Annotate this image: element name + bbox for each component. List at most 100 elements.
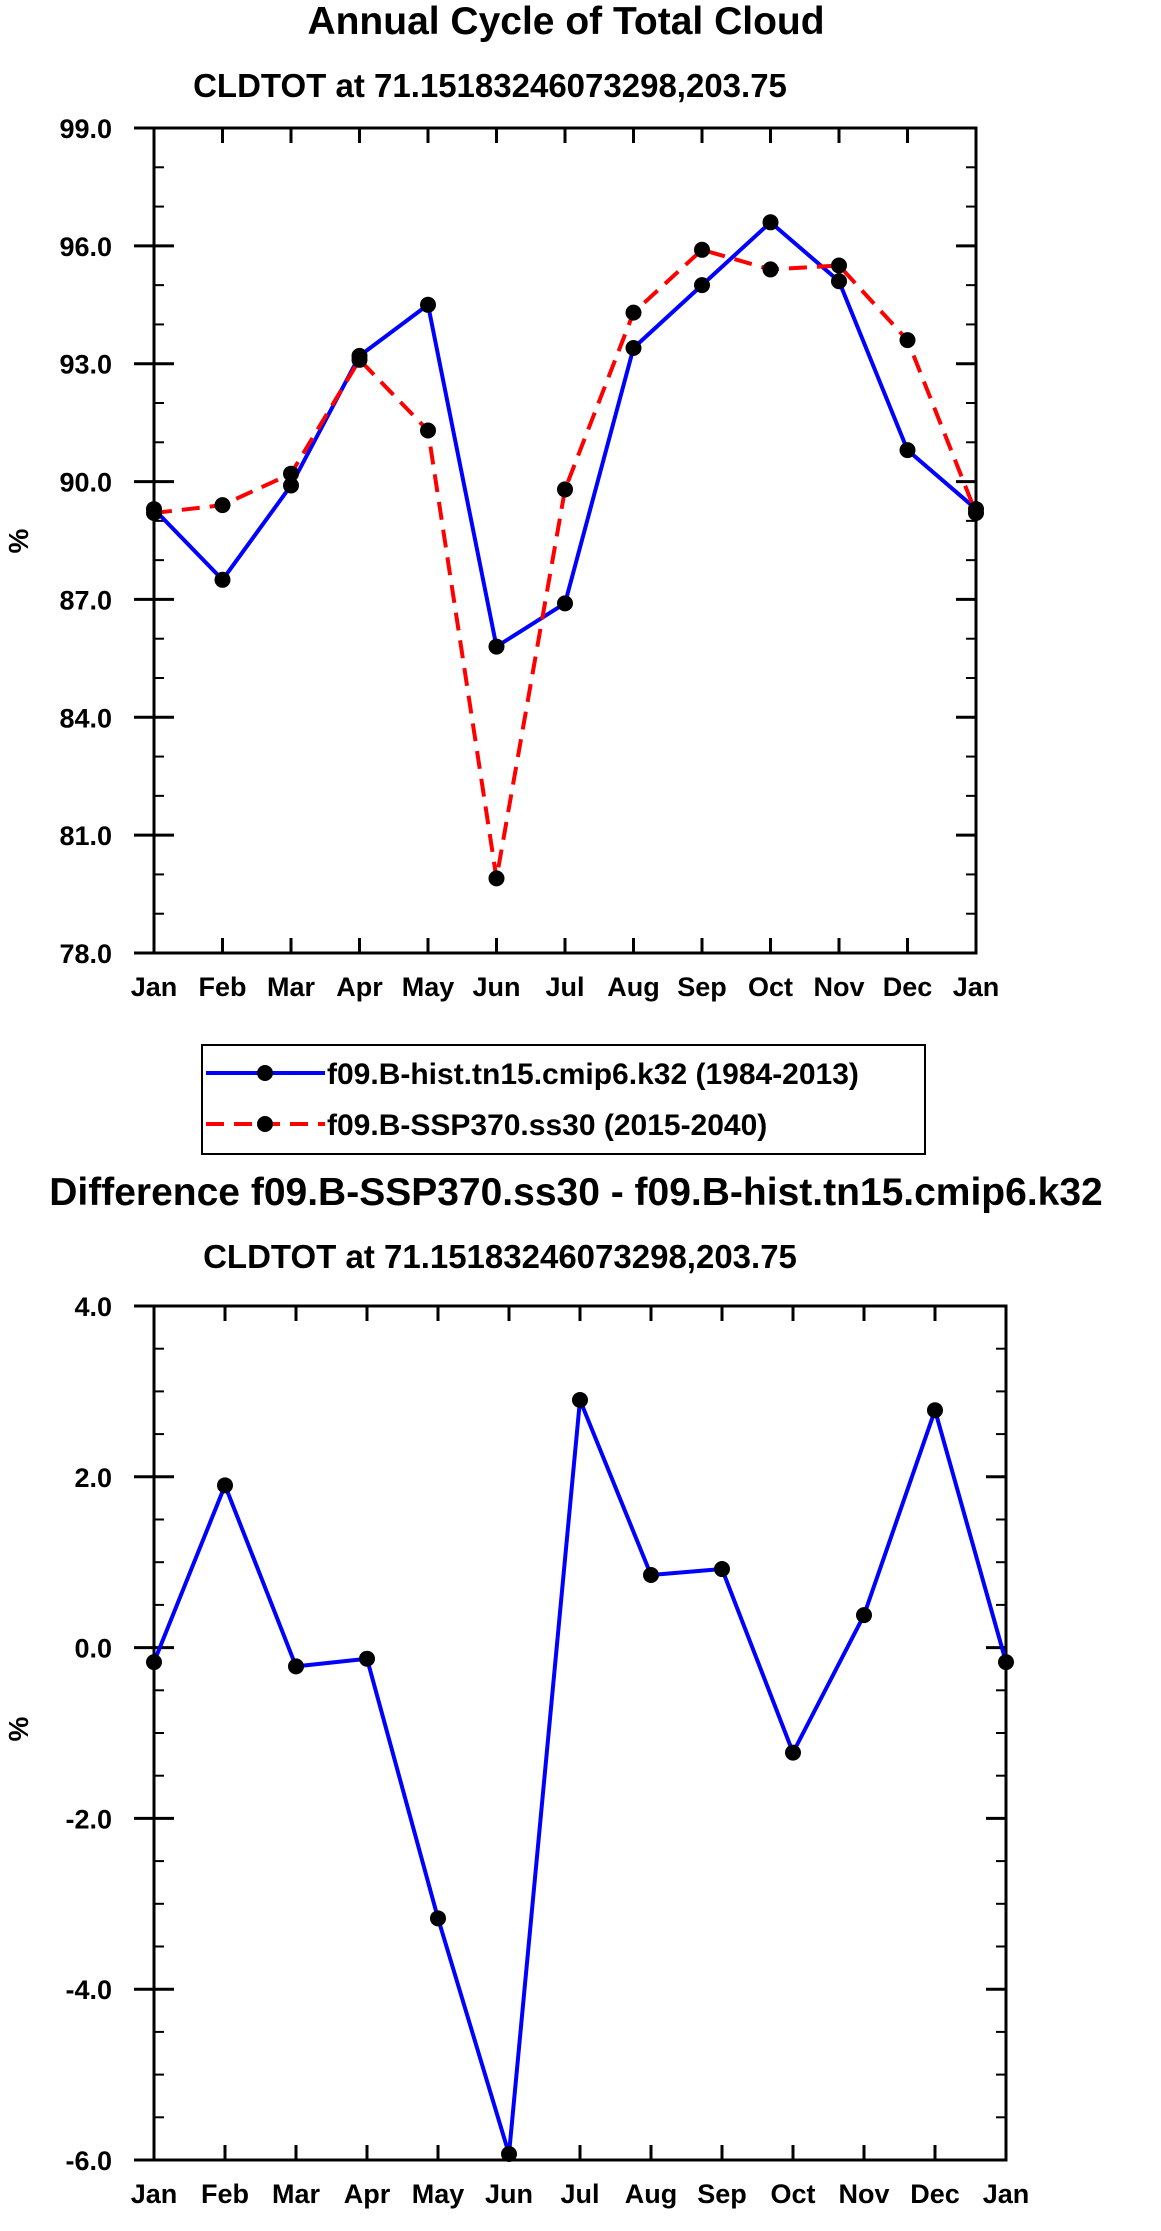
legend-label-hist: f09.B-hist.tn15.cmip6.k32 (1984-2013) [327,1058,859,1091]
data-point [351,351,368,368]
x-tick-label: Feb [198,972,246,1002]
series-line-0 [152,1397,1008,2157]
x-tick-label: Jan [983,2179,1030,2209]
chart-title: Annual Cycle of Total Cloud [307,0,824,43]
data-point [831,257,847,274]
axes: Jan Feb Mar Apr May Jun Jul Aug Sep Oct Nov Dec Jan-… [65,1292,1029,2209]
y-axis-label: % [3,528,34,553]
plot-frame [152,126,978,955]
data-point [217,1477,233,1494]
data-point [557,595,573,612]
x-tick-label: Apr [344,2179,391,2209]
y-tick-label: -2.0 [65,1804,112,1834]
x-tick-label: Oct [770,2179,815,2209]
y-tick-label: 87.0 [59,585,112,615]
annual-cycle-chart: Annual Cycle of Total Cloud CLDTOT at 71… [3,0,999,1155]
data-point [488,870,505,887]
x-tick-label: May [412,2179,465,2209]
chart-subtitle: CLDTOT at 71.15183246073298,203.75 [203,1238,797,1275]
x-tick-label: Apr [336,972,383,1002]
axes: Jan Feb Mar Apr May Jun Jul Aug Sep Oct Nov Dec Jan 7… [59,114,999,1002]
data-point [625,304,642,321]
data-point [625,340,642,356]
y-tick-label: 78.0 [59,939,112,969]
data-point [643,1567,659,1584]
data-point [927,1402,943,1419]
plot-frame [152,1304,1008,2162]
data-point [146,505,162,521]
x-tick-label: Jul [560,2179,599,2209]
x-tick-label: Jun [472,972,520,1002]
data-point [557,481,573,498]
x-tick-label: Feb [201,2179,249,2209]
x-tick-label: Jan [953,972,1000,1002]
data-point [501,2146,517,2163]
x-tick-label: Aug [625,2179,677,2209]
legend-label-ssp: f09.B-SSP370.ss30 (2015-2040) [327,1109,767,1142]
chart-title: Difference f09.B-SSP370.ss30 - f09.B-his… [49,1171,1102,1214]
y-tick-label: 93.0 [59,350,112,380]
data-point [785,1744,801,1761]
difference-chart: Difference f09.B-SSP370.ss30 - f09.B-his… [3,1171,1103,2209]
x-tick-label: Aug [607,972,659,1002]
y-tick-label: -4.0 [65,1975,112,2005]
legend-box [201,1044,926,1155]
legend: f09.B-hist.tn15.cmip6.k32 (1984-2013) f0… [201,1044,926,1155]
legend-swatch-marker-ssp [257,1116,273,1132]
data-point [572,1391,588,1408]
data-point [968,505,984,521]
y-tick-label: 96.0 [59,232,112,262]
data-point [762,261,779,278]
y-tick-label: 4.0 [74,1292,112,1322]
y-tick-label: 81.0 [59,821,112,851]
x-tick-label: Jan [131,972,178,1002]
x-tick-label: Oct [748,972,793,1002]
data-point [430,1910,446,1927]
x-tick-label: Mar [267,972,316,1002]
data-point [694,241,710,258]
data-point [214,497,231,514]
data-point [359,1650,375,1667]
data-point [831,273,847,290]
data-point [420,422,436,439]
data-point [214,571,231,588]
y-tick-label: 90.0 [59,468,112,498]
x-tick-label: Mar [272,2179,321,2209]
data-point [762,214,779,231]
x-tick-label: Sep [697,2179,747,2209]
data-point [694,277,710,294]
y-tick-label: 99.0 [59,114,112,144]
y-tick-label: -6.0 [65,2146,112,2176]
x-tick-label: Nov [813,972,864,1002]
x-tick-label: Jun [485,2179,533,2209]
data-point [283,465,299,482]
x-tick-label: Sep [677,972,727,1002]
data-point [288,1658,304,1675]
y-tick-label: 2.0 [74,1463,112,1493]
data-point [856,1607,872,1624]
data-point [146,1654,162,1671]
series-group [146,1391,1014,2163]
x-tick-label: Jan [131,2179,178,2209]
y-tick-label: 84.0 [59,703,112,733]
x-tick-label: Jul [545,972,584,1002]
data-point [420,296,436,313]
data-point [714,1561,730,1578]
legend-swatch-marker-hist [257,1065,273,1081]
data-point [899,442,916,459]
data-point [899,332,916,349]
x-tick-label: Dec [883,972,933,1002]
series-group [146,214,984,887]
series-line-0 [152,220,978,649]
y-tick-label: 0.0 [74,1634,112,1664]
x-tick-label: Dec [910,2179,960,2209]
x-tick-label: Nov [838,2179,889,2209]
y-axis-label: % [3,1716,34,1741]
series-line-1 [153,247,978,881]
data-point [283,477,299,494]
x-tick-label: May [402,972,455,1002]
chart-subtitle: CLDTOT at 71.15183246073298,203.75 [193,67,787,104]
data-point [998,1654,1014,1671]
data-point [488,638,505,655]
